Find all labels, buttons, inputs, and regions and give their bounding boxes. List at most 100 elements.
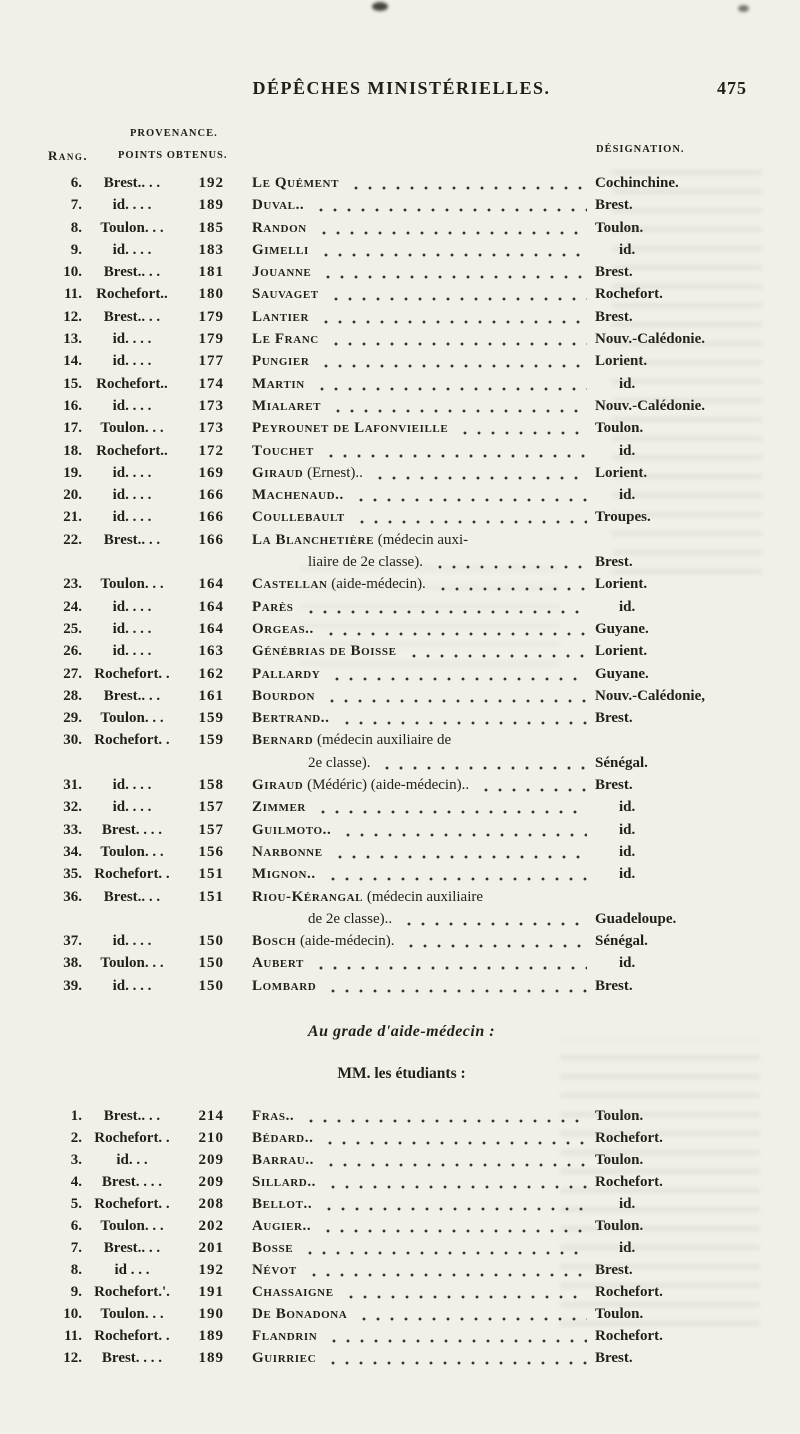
designation-cell: Guyane.: [595, 620, 649, 637]
name-cell: Bosch (aide-médecin).: [252, 930, 595, 953]
name-annotation: (Médéric) (aide-médecin)..: [303, 777, 470, 794]
name-cell: Le Quément: [252, 172, 595, 195]
rank-cell: 35.: [63, 866, 82, 883]
name-line-1: Pallardy: [252, 662, 595, 685]
points-cell: 208: [198, 1195, 224, 1212]
designation-cell: Brest.: [595, 264, 633, 281]
dot-leader: [324, 1324, 587, 1347]
candidate-name: Mignon..: [252, 866, 316, 883]
table-row: 15. Rochefort.. 174 Martin id.: [48, 372, 755, 395]
points-cell: 159: [198, 732, 224, 749]
name-cell: Castellan (aide-médecin).: [252, 573, 595, 596]
provenance-cell: Rochefort. .: [94, 1129, 170, 1146]
designation-cell: Toulon.: [595, 1107, 644, 1124]
name-line-1: Augier..: [252, 1214, 595, 1237]
rank-cell: 2.: [70, 1129, 82, 1146]
dot-leader: [300, 595, 587, 618]
points-cell: 164: [198, 598, 224, 615]
designation-cell: Brest.: [595, 1261, 633, 1278]
rank-cell: 39.: [63, 977, 82, 994]
provenance-cell: Brest. . . .: [101, 1173, 163, 1190]
table-row: 14. id. . . . 177 Pungier Lorient.: [48, 350, 755, 373]
points-cell: 177: [198, 353, 224, 370]
table-row: 11. Rochefort. . 189 Flandrin Rochefort.: [48, 1324, 755, 1347]
name-line-1: Bernard (médecin auxiliaire de: [252, 729, 595, 751]
points-cell: 209: [198, 1151, 224, 1168]
provenance-cell: id. . . .: [112, 487, 152, 504]
rank-cell: 1.: [70, 1107, 82, 1124]
name-cell: La Blanchetière (médecin auxi- liaire de…: [252, 529, 595, 574]
name-cell: Giraud (Ernest)..: [252, 461, 595, 485]
designation-cell: Brest.: [595, 977, 633, 994]
name-cell: Narbonne: [252, 840, 595, 864]
name-line-1: Lombard: [252, 974, 595, 997]
designation-cell: id.: [619, 843, 636, 860]
points-cell: 159: [198, 710, 224, 727]
provenance-cell: id. . . .: [112, 799, 152, 816]
candidate-name: Peyrounet de Lafonvieille: [252, 420, 449, 437]
candidate-name: Machenaud..: [252, 487, 344, 504]
name-line-1: De Bonadona: [252, 1302, 595, 1325]
candidate-name: Coullebault: [252, 509, 345, 526]
candidate-name: Augier..: [252, 1217, 312, 1234]
name-cell: Lantier: [252, 305, 595, 329]
points-cell: 191: [198, 1283, 224, 1300]
table-row: 21. id. . . . 166 Coullebault Troupes.: [48, 506, 755, 529]
provenance-cell: Brest.. . .: [103, 888, 161, 905]
points-cell: 201: [198, 1239, 224, 1256]
provenance-cell: Rochefort..: [96, 442, 168, 459]
name-line-1: Sauvaget: [252, 283, 595, 306]
name-line-1: Guilmoto..: [252, 818, 595, 841]
dot-leader: [320, 617, 587, 641]
points-cell: 214: [198, 1107, 224, 1124]
points-cell: 190: [198, 1305, 224, 1322]
dot-leader: [401, 930, 587, 953]
points-cell: 169: [198, 464, 224, 481]
points-cell: 166: [198, 509, 224, 526]
designation-cell: Toulon.: [595, 1151, 644, 1168]
provenance-cell: Rochefort.'.: [94, 1283, 170, 1300]
designation-cell: Sénégal.: [595, 933, 648, 950]
name-line-1: Lantier: [252, 305, 595, 329]
points-cell: 150: [198, 977, 224, 994]
designation-cell: Brest.: [595, 308, 633, 325]
name-line-1: Le Franc: [252, 328, 595, 351]
rank-cell: 11.: [64, 286, 82, 303]
rank-cell: 8.: [70, 1261, 82, 1278]
name-cell: Fras..: [252, 1104, 595, 1127]
points-cell: 173: [198, 420, 224, 437]
rank-cell: 34.: [63, 843, 82, 860]
rank-cell: 37.: [63, 933, 82, 950]
name-cell: Bosse: [252, 1236, 595, 1259]
points-cell: 166: [198, 531, 224, 548]
name-cell: Bourdon: [252, 684, 595, 708]
rank-cell: 5.: [70, 1195, 82, 1212]
name-cell: Bernard (médecin auxiliaire de 2e classe…: [252, 729, 595, 775]
column-header-points: POINTS OBTENUS.: [118, 150, 228, 161]
table-row: 8. id . . . 192 Névot Brest.: [48, 1258, 755, 1281]
points-cell: 174: [198, 375, 224, 392]
candidate-name: Narbonne: [252, 843, 323, 860]
name-line-1: Bertrand..: [252, 707, 595, 730]
name-annotation: (médecin auxiliaire: [363, 888, 484, 905]
candidate-name: Bédard..: [252, 1129, 314, 1146]
rank-cell: 6.: [70, 175, 82, 191]
name-cell: Gimelli: [252, 238, 595, 262]
dot-leader: [346, 172, 587, 195]
table-row: 27. Rochefort. . 162 Pallardy Guyane.: [48, 662, 755, 685]
candidate-name: Bertrand..: [252, 710, 330, 727]
provenance-cell: id. . . .: [112, 620, 152, 637]
candidate-name: Martin: [252, 375, 305, 392]
table-row: 37. id. . . . 150 Bosch (aide-médecin). …: [48, 930, 755, 953]
table-row: 32. id. . . . 157 Zimmer id.: [48, 796, 755, 819]
candidate-name: Guilmoto..: [252, 821, 332, 838]
name-cell: Martin: [252, 372, 595, 395]
candidate-name: Pungier: [252, 353, 310, 370]
designation-cell: id.: [619, 866, 636, 883]
candidate-name: Bernard: [252, 732, 314, 749]
points-cell: 173: [198, 397, 224, 414]
dot-leader: [316, 350, 587, 373]
dot-leader: [325, 283, 587, 306]
table-row: 24. id. . . . 164 Parès id.: [48, 595, 755, 618]
rank-cell: 14.: [63, 353, 82, 370]
